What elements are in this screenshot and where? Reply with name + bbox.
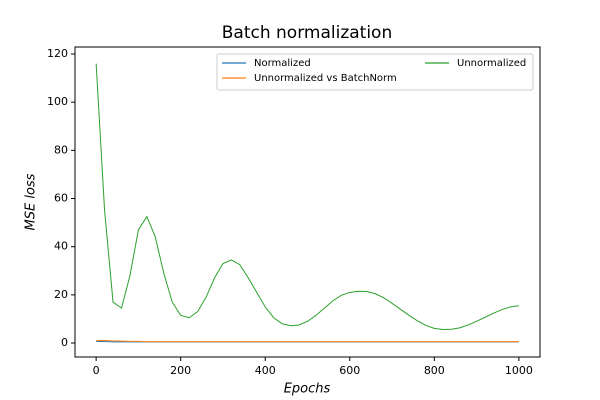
legend-box xyxy=(216,53,534,91)
x-tick-label: 0 xyxy=(93,364,100,377)
x-tick-label: 800 xyxy=(424,364,445,377)
series-line xyxy=(95,63,519,331)
legend-label: Unnormalized vs BatchNorm xyxy=(254,73,397,84)
plot-frame xyxy=(74,46,541,358)
x-axis-label: Epochs xyxy=(284,382,331,397)
legend-label: Normalized xyxy=(254,58,311,69)
y-tick-label: 40 xyxy=(54,240,68,253)
y-tick-label: 120 xyxy=(47,47,68,60)
legend-label: Unnormalized xyxy=(457,58,526,69)
x-tick-label: 200 xyxy=(170,364,191,377)
y-tick-label: 20 xyxy=(54,288,68,301)
x-tick-label: 1000 xyxy=(505,364,533,377)
y-tick-label: 100 xyxy=(47,95,68,108)
y-tick-label: 60 xyxy=(54,192,68,205)
y-tick-label: 0 xyxy=(61,336,68,349)
y-axis-label: MSE loss xyxy=(24,173,39,230)
chart-title: Batch normalization xyxy=(222,23,392,43)
y-tick-label: 80 xyxy=(54,143,68,156)
x-tick-label: 600 xyxy=(339,364,360,377)
x-tick-label: 400 xyxy=(255,364,276,377)
series-line xyxy=(96,339,519,343)
